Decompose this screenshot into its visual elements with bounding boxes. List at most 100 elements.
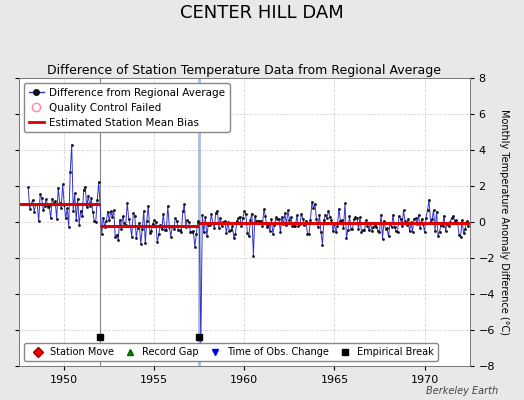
Point [359, 227, 367, 233]
Text: CENTER HILL DAM: CENTER HILL DAM [180, 4, 344, 22]
Point [43, 204, 52, 210]
Point [336, 218, 345, 224]
Point [151, 218, 160, 225]
Point [283, 207, 292, 214]
Point [420, 228, 429, 235]
Point [389, 212, 397, 218]
Point [87, 195, 95, 202]
Point [326, 214, 334, 220]
Point [24, 184, 32, 190]
Point [222, 230, 231, 236]
Point [278, 214, 286, 220]
Point [447, 215, 456, 222]
Point [141, 240, 149, 247]
Point [132, 234, 140, 241]
Point [267, 216, 276, 222]
Point [338, 217, 346, 223]
Point [314, 224, 322, 230]
Point [97, 230, 106, 237]
Point [375, 229, 384, 236]
Point [54, 184, 62, 191]
Point [422, 214, 430, 221]
Point [28, 197, 37, 203]
Point [184, 219, 193, 225]
Point [51, 198, 59, 204]
Point [186, 228, 194, 235]
Point [390, 224, 399, 230]
Point [49, 200, 58, 206]
Point [373, 224, 381, 230]
Point [123, 200, 132, 206]
Point [318, 241, 326, 248]
Point [75, 221, 83, 228]
Point [233, 218, 241, 224]
Point [446, 218, 454, 225]
Title: Difference of Station Temperature Data from Regional Average: Difference of Station Temperature Data f… [47, 64, 441, 77]
Point [266, 228, 274, 234]
Point [341, 200, 349, 206]
Point [378, 235, 387, 242]
Point [365, 227, 373, 233]
Point [99, 215, 107, 221]
Point [159, 210, 168, 217]
Point [78, 213, 86, 219]
Point [102, 218, 111, 224]
Point [456, 234, 465, 240]
Point [228, 223, 236, 230]
Point [69, 208, 78, 215]
Point [66, 168, 74, 175]
Point [110, 207, 118, 213]
Point [71, 190, 79, 197]
Point [414, 212, 423, 218]
Point [257, 218, 265, 224]
Point [212, 209, 220, 216]
Point [348, 226, 357, 232]
Point [411, 215, 420, 221]
Point [144, 202, 152, 209]
Point [231, 231, 239, 237]
Point [200, 229, 208, 236]
Point [441, 228, 450, 234]
Point [330, 221, 339, 227]
Legend: Station Move, Record Gap, Time of Obs. Change, Empirical Break: Station Move, Record Gap, Time of Obs. C… [24, 343, 438, 361]
Point [213, 208, 222, 214]
Point [408, 228, 417, 235]
Point [323, 214, 331, 221]
Point [127, 234, 136, 240]
Point [460, 230, 468, 237]
Point [38, 195, 46, 201]
Point [39, 207, 47, 214]
Point [216, 214, 225, 221]
Point [353, 215, 361, 221]
Point [153, 239, 161, 246]
Point [84, 192, 92, 199]
Point [130, 212, 139, 219]
Point [452, 217, 460, 223]
Point [437, 222, 445, 228]
Point [285, 217, 293, 223]
Point [73, 196, 82, 202]
Point [36, 191, 45, 197]
Point [134, 224, 142, 231]
Point [93, 197, 102, 204]
Point [263, 224, 271, 230]
Point [245, 233, 253, 239]
Point [380, 218, 388, 224]
Point [363, 222, 372, 229]
Point [45, 203, 53, 210]
Point [455, 232, 463, 238]
Point [347, 226, 355, 232]
Point [368, 228, 376, 234]
Point [300, 222, 309, 228]
Point [116, 217, 124, 223]
Point [85, 203, 94, 209]
Point [357, 229, 366, 235]
Point [172, 218, 181, 224]
Point [299, 216, 307, 222]
Point [255, 218, 264, 224]
Point [423, 207, 432, 213]
Point [356, 214, 364, 220]
Point [238, 214, 247, 221]
Point [406, 228, 414, 234]
Point [61, 215, 70, 222]
